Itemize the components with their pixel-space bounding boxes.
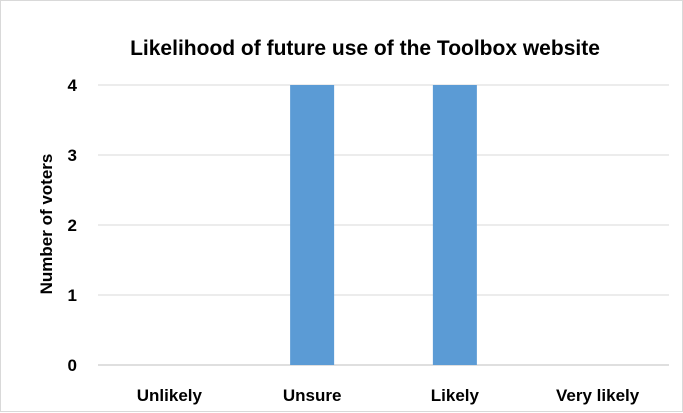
bar-unsure bbox=[290, 85, 335, 365]
y-tick-label: 2 bbox=[68, 216, 77, 235]
chart-title: Likelihood of future use of the Toolbox … bbox=[130, 37, 600, 60]
y-tick-label: 0 bbox=[68, 356, 77, 375]
y-tick-label: 4 bbox=[68, 76, 78, 95]
x-tick-label: Unsure bbox=[283, 386, 342, 405]
x-tick-label: Likely bbox=[431, 386, 480, 405]
bar-likely bbox=[432, 85, 477, 365]
y-axis-label: Number of voters bbox=[37, 154, 56, 295]
y-tick-label: 1 bbox=[68, 286, 77, 305]
x-tick-label: Unlikely bbox=[137, 386, 203, 405]
y-tick-label: 3 bbox=[68, 146, 77, 165]
x-tick-label: Very likely bbox=[556, 386, 640, 405]
